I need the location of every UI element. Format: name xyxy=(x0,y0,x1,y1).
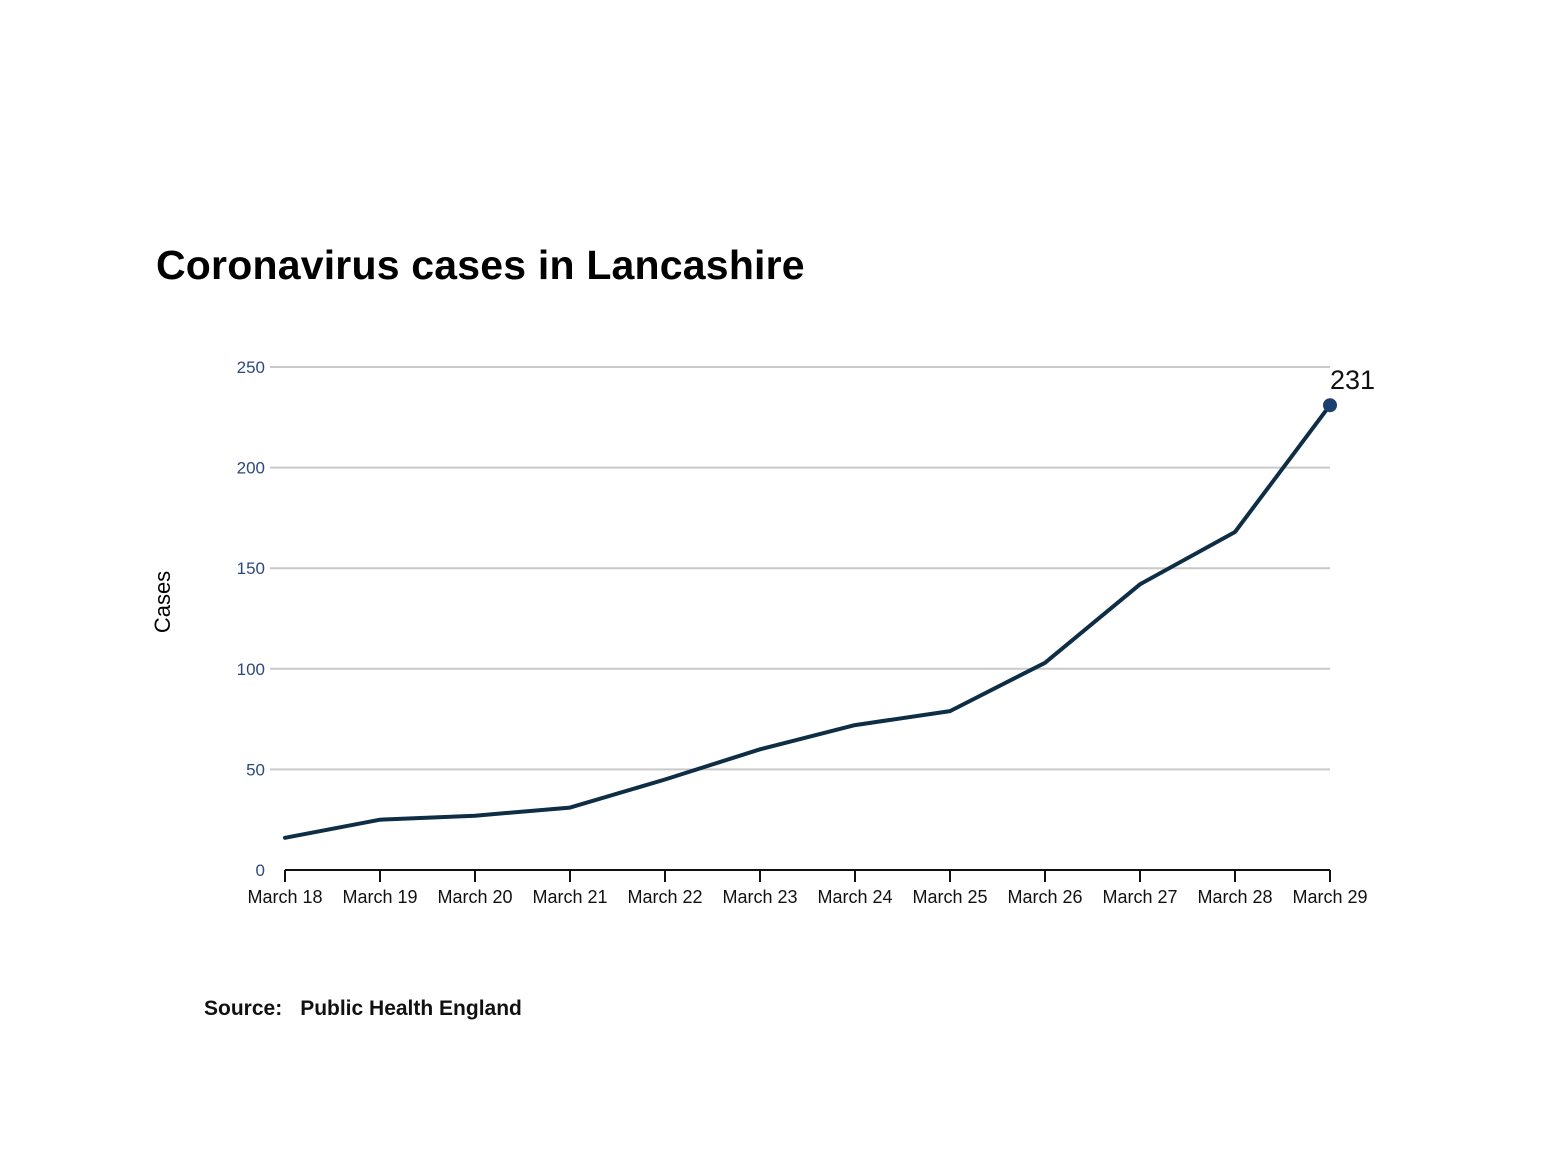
gridlines xyxy=(270,366,1330,771)
y-tick-label: 250 xyxy=(237,358,265,377)
series xyxy=(283,398,1337,840)
x-tick-label: March 29 xyxy=(1292,887,1367,907)
x-tick-label: March 20 xyxy=(437,887,512,907)
source-value: Public Health England xyxy=(300,997,522,1020)
y-tick-label: 0 xyxy=(256,861,265,880)
x-tick-label: March 25 xyxy=(912,887,987,907)
chart-title: Coronavirus cases in Lancashire xyxy=(156,242,805,288)
x-tick-label: March 19 xyxy=(342,887,417,907)
y-axis: 0 50 100 150 200 250 xyxy=(237,358,265,880)
y-tick-label: 200 xyxy=(237,459,265,478)
x-tick-label: March 28 xyxy=(1197,887,1272,907)
x-tick-label: March 21 xyxy=(532,887,607,907)
x-tick-label: March 18 xyxy=(247,887,322,907)
x-tick-label: March 27 xyxy=(1102,887,1177,907)
source-label: Source: xyxy=(204,997,283,1020)
y-tick-label: 50 xyxy=(246,760,265,779)
end-value-label: 231 xyxy=(1330,365,1375,395)
source-note: Source: Public Health England xyxy=(204,997,522,1021)
end-point-marker xyxy=(1323,398,1337,413)
x-tick-label: March 26 xyxy=(1007,887,1082,907)
y-axis-title: Cases xyxy=(150,571,175,633)
x-axis xyxy=(284,869,1331,882)
y-tick-label: 100 xyxy=(237,660,265,679)
y-tick-label: 150 xyxy=(237,559,265,578)
x-tick-label: March 23 xyxy=(722,887,797,907)
x-tick-labels: March 18 March 19 March 20 March 21 March 22… xyxy=(247,887,1367,907)
x-tick-label: March 24 xyxy=(817,887,892,907)
series-line xyxy=(283,403,1332,840)
x-tick-label: March 22 xyxy=(627,887,702,907)
